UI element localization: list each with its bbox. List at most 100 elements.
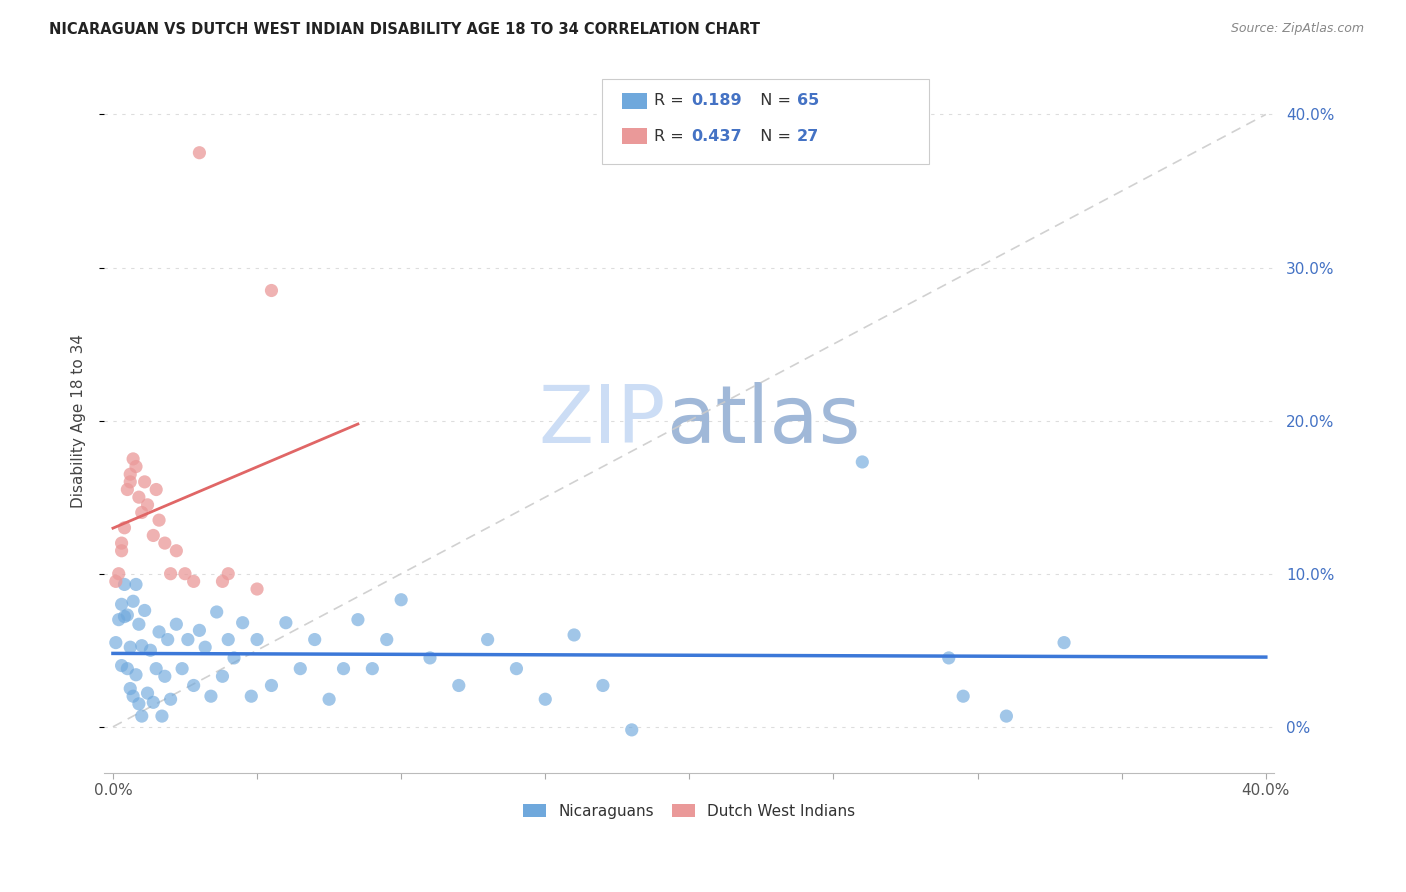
- Point: [107, 566, 129, 581]
- Point: [260, 678, 283, 692]
- FancyBboxPatch shape: [621, 93, 647, 109]
- Text: N =: N =: [751, 128, 796, 144]
- Point: [304, 632, 326, 647]
- Point: [136, 686, 159, 700]
- Point: [332, 662, 354, 676]
- Point: [110, 543, 132, 558]
- Point: [104, 635, 127, 649]
- Point: [131, 506, 153, 520]
- Point: [134, 475, 156, 489]
- Point: [131, 709, 153, 723]
- Point: [995, 709, 1018, 723]
- Point: [217, 632, 239, 647]
- Point: [232, 615, 254, 630]
- Point: [447, 678, 470, 692]
- Point: [165, 543, 187, 558]
- FancyBboxPatch shape: [602, 79, 929, 163]
- Point: [620, 723, 643, 737]
- Point: [183, 574, 205, 589]
- Point: [318, 692, 340, 706]
- Point: [122, 689, 145, 703]
- Point: [375, 632, 398, 647]
- Point: [205, 605, 228, 619]
- Point: [114, 521, 136, 535]
- Point: [107, 613, 129, 627]
- Text: 27: 27: [797, 128, 820, 144]
- Point: [148, 513, 170, 527]
- Legend: Nicaraguans, Dutch West Indians: Nicaraguans, Dutch West Indians: [517, 797, 862, 825]
- Point: [156, 632, 179, 647]
- Point: [120, 640, 142, 655]
- Point: [562, 628, 585, 642]
- Point: [128, 617, 150, 632]
- Point: [159, 692, 181, 706]
- Point: [142, 695, 165, 709]
- Point: [128, 697, 150, 711]
- Text: atlas: atlas: [666, 382, 860, 459]
- Text: N =: N =: [751, 94, 796, 109]
- Point: [217, 566, 239, 581]
- Point: [211, 574, 233, 589]
- Point: [134, 603, 156, 617]
- Point: [117, 483, 139, 497]
- Text: Source: ZipAtlas.com: Source: ZipAtlas.com: [1230, 22, 1364, 36]
- Point: [274, 615, 297, 630]
- Point: [222, 651, 245, 665]
- Point: [1053, 635, 1076, 649]
- Point: [145, 662, 167, 676]
- Point: [188, 145, 211, 160]
- Point: [110, 598, 132, 612]
- Point: [117, 608, 139, 623]
- Point: [246, 632, 269, 647]
- Text: 0.189: 0.189: [692, 94, 742, 109]
- Point: [211, 669, 233, 683]
- FancyBboxPatch shape: [621, 128, 647, 144]
- Point: [153, 536, 176, 550]
- Point: [114, 577, 136, 591]
- Point: [120, 467, 142, 482]
- Y-axis label: Disability Age 18 to 34: Disability Age 18 to 34: [72, 334, 86, 508]
- Point: [125, 577, 148, 591]
- Point: [200, 689, 222, 703]
- Point: [110, 536, 132, 550]
- Point: [139, 643, 162, 657]
- Point: [851, 455, 873, 469]
- Text: ZIP: ZIP: [538, 382, 666, 459]
- Point: [938, 651, 960, 665]
- Point: [194, 640, 217, 655]
- Point: [117, 662, 139, 676]
- Point: [120, 681, 142, 696]
- Point: [240, 689, 263, 703]
- Point: [246, 582, 269, 596]
- Point: [120, 475, 142, 489]
- Point: [128, 490, 150, 504]
- Point: [153, 669, 176, 683]
- Point: [122, 594, 145, 608]
- Point: [172, 662, 194, 676]
- Point: [952, 689, 974, 703]
- Text: 65: 65: [797, 94, 820, 109]
- Point: [505, 662, 527, 676]
- Point: [159, 566, 181, 581]
- Point: [148, 624, 170, 639]
- Point: [145, 483, 167, 497]
- Point: [174, 566, 197, 581]
- Point: [110, 658, 132, 673]
- Point: [142, 528, 165, 542]
- Point: [136, 498, 159, 512]
- Point: [114, 609, 136, 624]
- Point: [177, 632, 200, 647]
- Point: [361, 662, 384, 676]
- Text: R =: R =: [654, 128, 689, 144]
- Point: [592, 678, 614, 692]
- Point: [122, 451, 145, 466]
- Point: [290, 662, 312, 676]
- Text: R =: R =: [654, 94, 689, 109]
- Point: [165, 617, 187, 632]
- Point: [183, 678, 205, 692]
- Text: 0.437: 0.437: [692, 128, 742, 144]
- Point: [131, 639, 153, 653]
- Point: [188, 624, 211, 638]
- Point: [477, 632, 499, 647]
- Point: [534, 692, 557, 706]
